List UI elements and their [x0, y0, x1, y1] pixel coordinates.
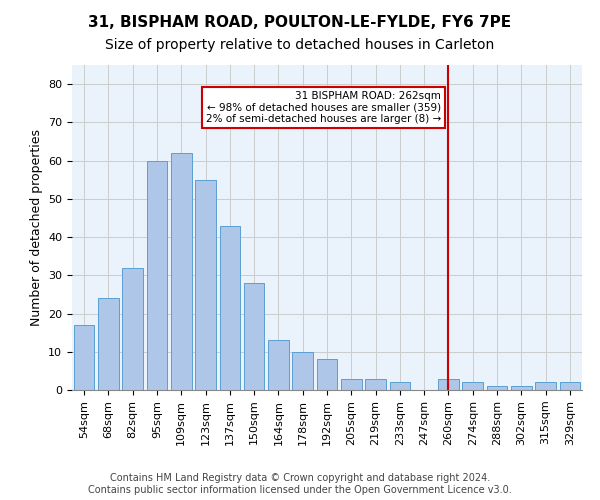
Bar	[98, 298, 119, 390]
Bar	[171, 153, 191, 390]
Bar	[341, 378, 362, 390]
Bar	[74, 325, 94, 390]
Bar	[220, 226, 240, 390]
Text: Contains HM Land Registry data © Crown copyright and database right 2024.
Contai: Contains HM Land Registry data © Crown c…	[88, 474, 512, 495]
Bar	[389, 382, 410, 390]
Bar	[463, 382, 483, 390]
Bar	[292, 352, 313, 390]
Bar	[487, 386, 508, 390]
Text: Size of property relative to detached houses in Carleton: Size of property relative to detached ho…	[106, 38, 494, 52]
Bar	[317, 360, 337, 390]
Bar	[511, 386, 532, 390]
Y-axis label: Number of detached properties: Number of detached properties	[29, 129, 43, 326]
Bar	[535, 382, 556, 390]
Bar	[268, 340, 289, 390]
Bar	[365, 378, 386, 390]
Bar	[122, 268, 143, 390]
Bar	[146, 160, 167, 390]
Text: 31, BISPHAM ROAD, POULTON-LE-FYLDE, FY6 7PE: 31, BISPHAM ROAD, POULTON-LE-FYLDE, FY6 …	[88, 15, 512, 30]
Bar	[195, 180, 216, 390]
Text: 31 BISPHAM ROAD: 262sqm
← 98% of detached houses are smaller (359)
2% of semi-de: 31 BISPHAM ROAD: 262sqm ← 98% of detache…	[206, 91, 441, 124]
Bar	[438, 378, 459, 390]
Bar	[244, 283, 265, 390]
Bar	[560, 382, 580, 390]
